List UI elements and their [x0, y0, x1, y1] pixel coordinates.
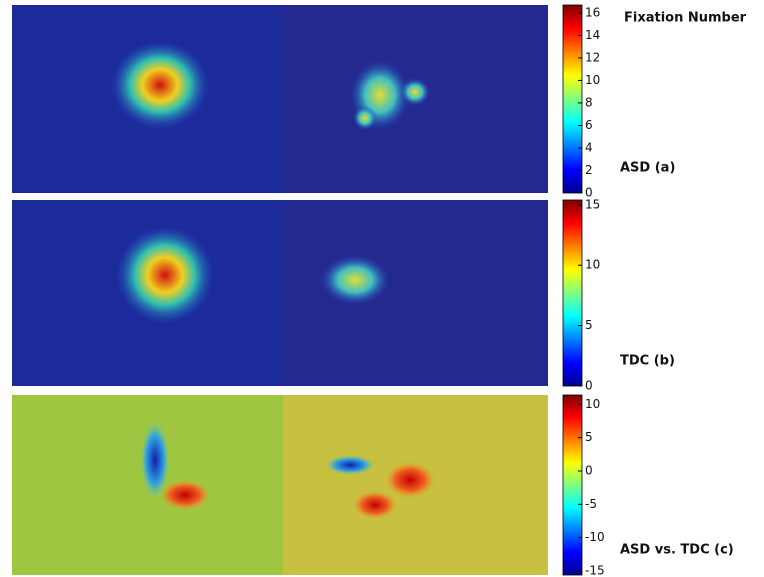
- colorbar-tick-label: 10: [585, 258, 600, 272]
- colorbar: [563, 200, 582, 386]
- panel-b: [12, 200, 548, 386]
- colorbar-tick-label: 10: [585, 73, 600, 87]
- colorbar-tick-label: 4: [585, 140, 593, 154]
- colorbar-tick-label: 12: [585, 50, 600, 64]
- colorbar-tick-label: 8: [585, 95, 593, 109]
- panel-c: [12, 395, 548, 575]
- colorbar-tick-label: 16: [585, 5, 600, 19]
- colorbar-tick-label: 5: [585, 430, 593, 444]
- colorbar-tick-label: 2: [585, 163, 593, 177]
- colorbar-tick-label: 0: [585, 379, 593, 393]
- colorbar-title: Fixation Number: [624, 11, 747, 26]
- colorbar-tick-label: 5: [585, 318, 593, 332]
- page: 0 2 4 6 8 10 12 14 16 ASD (a) Fixation Number 0 5 10 1…: [0, 0, 764, 577]
- colorbar: [563, 395, 582, 575]
- panel-label: ASD (a): [620, 161, 675, 176]
- colorbar-tick-label: 15: [585, 197, 600, 211]
- colorbar-tick-label: 6: [585, 118, 593, 132]
- colorbar-tick-label: -15: [585, 564, 605, 577]
- colorbar-tick-label: 0: [585, 464, 593, 478]
- colorbar-tick-label: 10: [585, 397, 600, 411]
- colorbar-tick-label: 14: [585, 28, 600, 42]
- panel-label: ASD vs. TDC (c): [620, 543, 734, 558]
- colorbar: [563, 5, 582, 193]
- panel-a: [12, 5, 548, 193]
- colorbar-tick-label: -5: [585, 497, 597, 511]
- figure: 0 2 4 6 8 10 12 14 16 ASD (a) Fixation Number 0 5 10 1…: [0, 0, 764, 577]
- colorbar-tick-label: -10: [585, 530, 605, 544]
- panel-label: TDC (b): [620, 354, 675, 369]
